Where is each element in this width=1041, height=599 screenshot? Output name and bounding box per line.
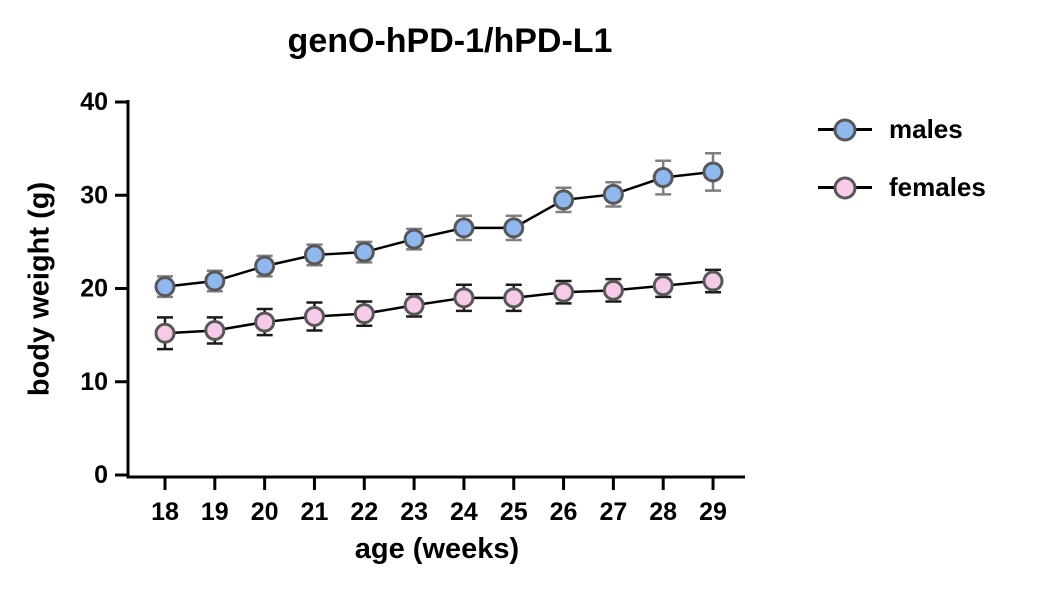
x-tick-label: 24 (450, 498, 478, 526)
females-point (652, 275, 674, 297)
males-series-line (164, 170, 714, 288)
females-point (303, 305, 325, 327)
males-legend-marker (818, 118, 872, 142)
females-point (553, 281, 575, 303)
males-point (154, 276, 176, 298)
females-point (353, 303, 375, 325)
males-point (453, 217, 475, 239)
males-point (602, 183, 624, 205)
males-point (303, 244, 325, 266)
males-point (553, 189, 575, 211)
x-tick-label: 29 (699, 498, 727, 526)
males-point (702, 161, 724, 183)
x-tick-label: 21 (301, 498, 329, 526)
females-point (602, 279, 624, 301)
x-tick-label: 22 (350, 498, 378, 526)
x-tick-label: 18 (151, 498, 179, 526)
females-point (503, 287, 525, 309)
males-point (353, 241, 375, 263)
males-point (503, 217, 525, 239)
chart-title: genO-hPD-1/hPD-L1 (287, 22, 613, 60)
females-point (453, 287, 475, 309)
x-tick-label: 20 (251, 498, 279, 526)
legend-entry-males: males (818, 114, 986, 145)
legend-entry-females: females (818, 172, 986, 203)
x-tick-label: 28 (649, 498, 677, 526)
females-marker-icon (833, 176, 857, 199)
females-point (403, 294, 425, 316)
females-series-line (164, 279, 714, 335)
legend: males females (818, 114, 986, 230)
x-tick-label: 25 (500, 498, 528, 526)
females-point (702, 270, 724, 292)
males-point (254, 255, 276, 277)
males-point (204, 270, 226, 292)
y-tick-label: 40 (80, 88, 108, 116)
females-point (204, 319, 226, 341)
y-tick-label: 10 (80, 368, 108, 396)
males-point (652, 167, 674, 189)
y-tick-label: 0 (94, 461, 108, 489)
females-legend-label: females (889, 172, 986, 202)
x-tick-label: 27 (599, 498, 627, 526)
x-tick-label: 23 (400, 498, 428, 526)
males-point (403, 228, 425, 250)
females-point (154, 322, 176, 344)
females-point (254, 311, 276, 333)
x-tick-label: 26 (550, 498, 578, 526)
x-axis-title: age (weeks) (354, 533, 520, 565)
x-tick-label: 19 (201, 498, 229, 526)
females-legend-marker (818, 176, 872, 200)
y-tick-label: 20 (80, 275, 108, 303)
males-legend-label: males (889, 114, 963, 144)
y-tick-label: 30 (80, 181, 108, 209)
males-marker-icon (833, 118, 857, 141)
